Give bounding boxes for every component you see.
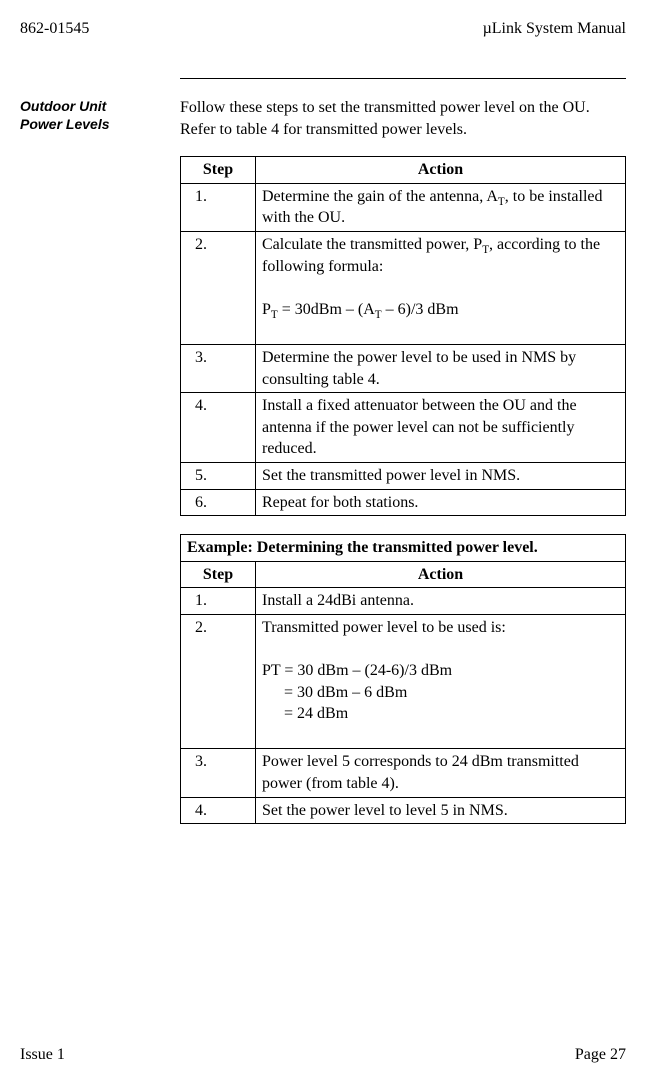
table-row: 1. Install a 24dBi antenna.	[181, 588, 626, 615]
doc-title: µLink System Manual	[483, 20, 626, 38]
example-table: Example: Determining the transmitted pow…	[180, 534, 626, 824]
table-row: 4. Set the power level to level 5 in NMS…	[181, 797, 626, 824]
table-row: 2. Calculate the transmitted power, PT, …	[181, 231, 626, 344]
doc-number: 862-01545	[20, 20, 89, 38]
example-title: Example: Determining the transmitted pow…	[181, 535, 626, 562]
table-row: 3. Determine the power level to be used …	[181, 344, 626, 392]
page-header: 862-01545 µLink System Manual	[20, 20, 626, 38]
main-column: Follow these steps to set the transmitte…	[180, 97, 626, 842]
issue-label: Issue 1	[20, 1046, 65, 1064]
table-row: 2. Transmitted power level to be used is…	[181, 614, 626, 749]
table-row: 4. Install a fixed attenuator between th…	[181, 393, 626, 463]
col-action-header: Action	[256, 157, 626, 184]
table-row: 6. Repeat for both stations.	[181, 489, 626, 516]
col-action-header: Action	[256, 561, 626, 588]
table-row: 3. Power level 5 corresponds to 24 dBm t…	[181, 749, 626, 797]
page-footer: Issue 1 Page 27	[20, 1046, 626, 1064]
intro-text: Follow these steps to set the transmitte…	[180, 97, 626, 140]
col-step-header: Step	[181, 157, 256, 184]
table-row: 5. Set the transmitted power level in NM…	[181, 462, 626, 489]
horizontal-rule	[180, 78, 626, 79]
steps-table: Step Action 1. Determine the gain of the…	[180, 156, 626, 516]
table-row: 1. Determine the gain of the antenna, AT…	[181, 183, 626, 231]
page-number: Page 27	[575, 1046, 626, 1064]
side-label: Outdoor UnitPower Levels	[20, 97, 180, 133]
col-step-header: Step	[181, 561, 256, 588]
